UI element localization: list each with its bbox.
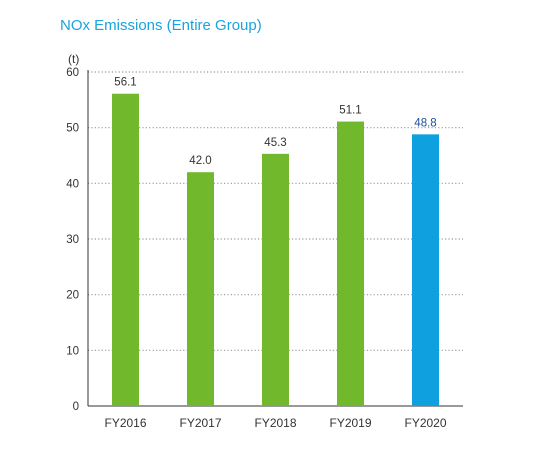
bar-fy2016	[112, 93, 139, 407]
value-label-fy2018: 45.3	[264, 137, 286, 149]
y-tick-label: 30	[66, 234, 79, 246]
bar-fy2019	[337, 121, 364, 406]
value-labels: 56.1 42.0 45.3 51.1 48.8	[114, 77, 436, 167]
bar-fy2017	[187, 172, 214, 406]
y-tick-label: 10	[66, 345, 79, 357]
value-label-fy2017: 42.0	[189, 155, 211, 167]
bars	[112, 93, 439, 407]
x-tick-label-fy2016: FY2016	[104, 416, 146, 430]
x-tick-label-fy2018: FY2018	[254, 416, 296, 430]
x-tick-label-fy2020: FY2020	[404, 416, 446, 430]
value-label-fy2019: 51.1	[339, 105, 361, 117]
value-label-fy2016: 56.1	[114, 77, 136, 89]
y-tick-label: 0	[73, 401, 79, 413]
x-tick-label-fy2017: FY2017	[179, 416, 221, 430]
y-tick-label: 40	[66, 178, 79, 190]
y-tick-label: 60	[66, 67, 79, 79]
tick-labels: 0 10 20 30 40 50 60 FY2016 FY2017 FY2018 FY2019 FY2…	[66, 67, 447, 430]
value-label-fy2020: 48.8	[414, 117, 436, 129]
y-tick-label: 20	[66, 290, 79, 302]
bar-fy2018	[262, 153, 289, 406]
x-tick-label-fy2019: FY2019	[329, 416, 371, 430]
bar-fy2020	[412, 134, 439, 406]
chart-title: NOx Emissions (Entire Group)	[60, 17, 262, 34]
y-axis-unit-label: (t)	[68, 52, 80, 66]
y-tick-label: 50	[66, 123, 79, 135]
